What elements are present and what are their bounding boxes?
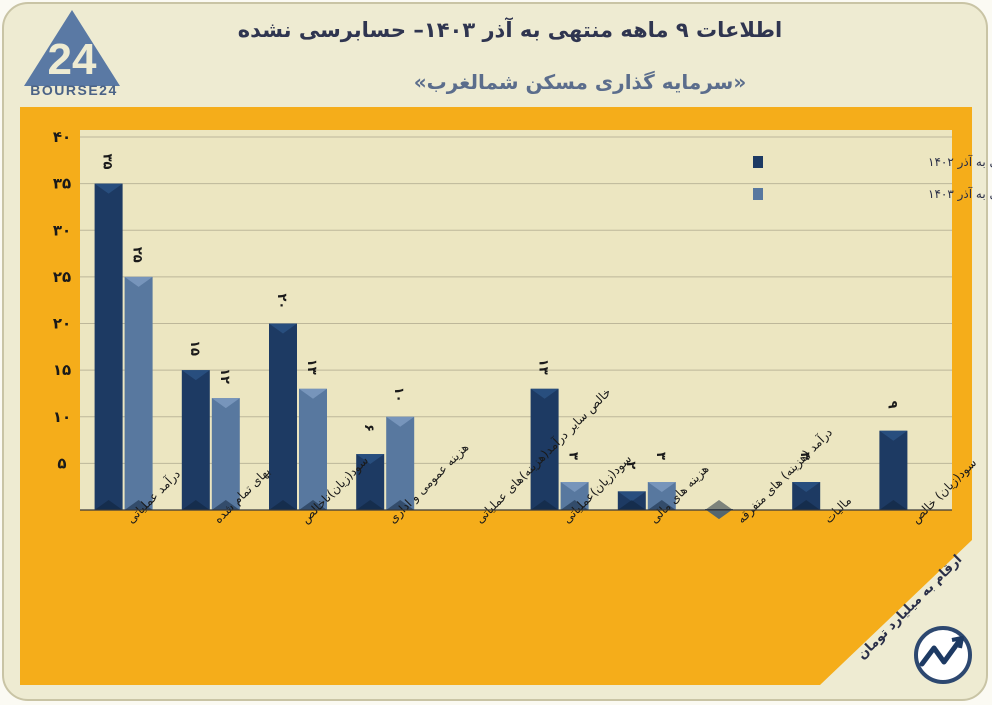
data-label: ۱۲ (217, 368, 232, 384)
legend-label-1: عملکرد منتهی به آذر ۱۴۰۲ (928, 154, 992, 170)
y-tick-label: ۵ (57, 454, 66, 472)
logo-text: BOURSE24 (30, 82, 118, 98)
y-tick-label: ۱۰ (53, 408, 71, 426)
bar-1 (879, 430, 908, 510)
data-label: ۱۰ (391, 387, 406, 403)
legend-label-2: عملکرد منتهی به آذر ۱۴۰۳ (928, 186, 992, 202)
data-label: ۲ (623, 461, 638, 469)
data-label: ۳ (566, 452, 581, 460)
data-label: ۳ (797, 452, 812, 460)
bar-1 (94, 183, 123, 510)
data-label: ۲۵ (130, 247, 145, 263)
bar-1 (530, 388, 559, 510)
data-label: ۱۳ (536, 359, 551, 375)
bar-2 (211, 398, 240, 510)
bar-1 (269, 323, 297, 510)
y-tick-label: ۳۵ (53, 175, 71, 193)
legend-swatch-1 (753, 156, 763, 168)
y-tick-label: ۱۵ (53, 361, 71, 379)
logo-mark: 24 (48, 35, 97, 84)
bar-2 (647, 482, 676, 510)
data-label: ۶ (361, 424, 376, 432)
legend-swatch-2 (753, 188, 763, 200)
bar-1 (617, 491, 646, 510)
y-tick-label: ۲۰ (53, 315, 71, 333)
y-tick-label: ۴۰ (53, 128, 71, 146)
bourse24-logo: 24 (24, 10, 120, 86)
bourse24-badge (914, 626, 972, 684)
data-label: ۱۳ (304, 359, 319, 375)
data-label: ۳ (653, 452, 668, 460)
y-tick-label: ۳۰ (53, 221, 71, 239)
data-label: ۹ (884, 401, 899, 409)
bar-1 (356, 454, 385, 510)
bar-2 (299, 388, 327, 510)
bar-1 (792, 482, 821, 510)
chart-subtitle: «سرمایه گذاری مسکن شمالغرب» (413, 70, 747, 94)
bar-1 (181, 370, 210, 510)
bar-2 (124, 276, 153, 510)
plot-area (80, 130, 952, 510)
y-tick-label: ۲۵ (53, 268, 71, 286)
bar-2 (560, 482, 589, 510)
data-label: ۳۵ (100, 154, 115, 170)
bar-2 (386, 416, 415, 510)
chart-title: اطلاعات ۹ ماهه منتهی به آذر ۱۴۰۳– حسابرس… (237, 18, 783, 42)
data-label: ۱۵ (187, 340, 202, 356)
data-label: ۲۰ (274, 294, 289, 310)
